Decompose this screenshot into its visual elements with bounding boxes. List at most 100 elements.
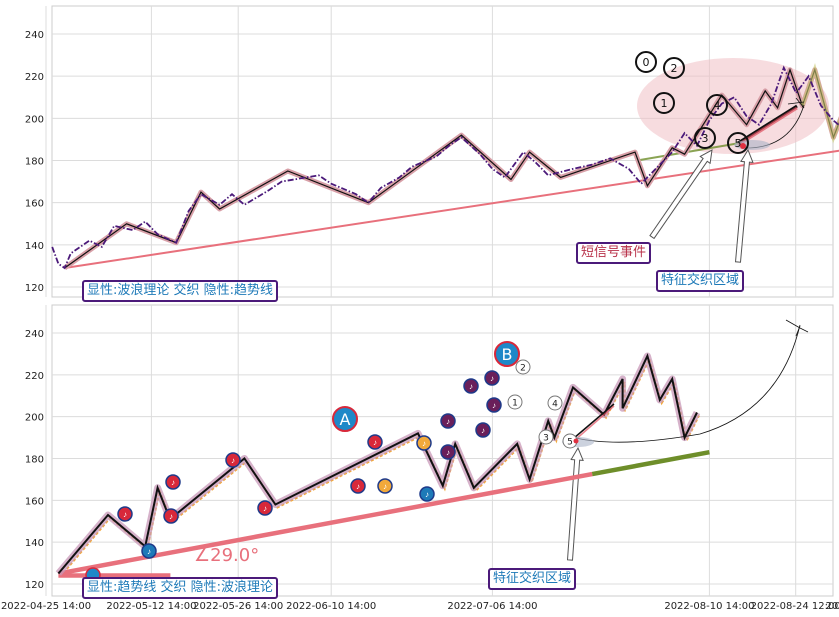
y-tick-label: 180 (25, 455, 44, 466)
wave-label-3: 3 (543, 434, 549, 444)
wave-label-2: 2 (671, 62, 678, 75)
wave-label-2: 2 (520, 364, 526, 374)
wave-point-marker (419, 486, 435, 502)
feature-zone-label-top: 特征交织区域 (656, 270, 745, 292)
x-tick-label: 2022-06-10 14:00 (286, 601, 376, 612)
wave-marker-2 (515, 359, 531, 375)
wave-point-marker (463, 378, 479, 394)
y-tick-label: 220 (25, 72, 44, 83)
x-tick-label: 2022-08-10 14:00 (664, 601, 754, 612)
wave-point-marker (165, 474, 181, 490)
wave-point-marker (377, 478, 393, 494)
note-glyph: ♪ (446, 448, 450, 457)
wave-marker-1 (653, 92, 675, 114)
wave-point-marker (486, 397, 502, 413)
feature-zone-label-bottom: 特征交织区域 (488, 568, 577, 590)
wave-point-marker (141, 543, 157, 559)
x-tick-label: 2022-05-12 14:00 (106, 601, 196, 612)
feature-zone-arrow-bottom (566, 446, 584, 561)
wave-marker-A (332, 406, 358, 432)
wave-point-marker (163, 508, 179, 524)
wave-point-marker (257, 500, 273, 516)
note-glyph: ♪ (492, 401, 496, 410)
y-tick-label: 200 (25, 413, 44, 424)
note-glyph: ♪ (263, 504, 267, 513)
wave-point-marker (117, 506, 133, 522)
wave-marker-5 (727, 132, 749, 154)
wave-point-marker (484, 370, 500, 386)
note-glyph: ♪ (469, 382, 473, 391)
y-tick-label: 240 (25, 329, 44, 340)
wave-label-A: A (340, 410, 351, 429)
wave-label-4: 4 (714, 99, 721, 112)
x-tick-label: 2022-05-26 14:00 (193, 601, 283, 612)
wave-marker-B (494, 341, 520, 367)
wave-marker-3 (538, 429, 554, 445)
feature-zone-arrow-top (734, 148, 754, 263)
wave-label-3: 3 (702, 132, 709, 145)
short-signal-arrow (649, 149, 713, 240)
y-tick-label: 120 (25, 283, 44, 294)
short-signal-arrow-shape (649, 149, 713, 240)
projection-tick-bottom (785, 319, 809, 337)
trend-line-bottom-green (591, 450, 710, 477)
bottom-legend-label: 显性:趋势线 交织 隐性:波浪理论 (82, 577, 279, 599)
wave-label-0: 0 (643, 56, 650, 69)
y-tick-label: 180 (25, 157, 44, 168)
projection-tick (787, 97, 805, 109)
trend-line-tail (639, 142, 741, 161)
x-tick-label: 2022-08-24 12:00 (751, 601, 839, 612)
note-glyph: ♪ (147, 547, 151, 556)
projection-band-bottom (574, 405, 615, 441)
wave-point-marker (440, 413, 456, 429)
note-glyph: ♪ (171, 478, 175, 487)
angle-label: ∠29.0° (194, 545, 259, 566)
y-tick-label: 240 (25, 30, 44, 41)
wave-point-marker (350, 478, 366, 494)
y-tick-label: 140 (25, 538, 44, 549)
end-dot (740, 143, 746, 149)
short-signal-label: 短信号事件 (576, 242, 652, 264)
y-tick-label: 220 (25, 371, 44, 382)
wave-label-4: 4 (552, 400, 558, 410)
note-glyph: ♪ (425, 490, 429, 499)
x-tick-label: 2022-09-05 14:00 (826, 601, 839, 612)
wave-label-5: 5 (567, 438, 573, 448)
wave-marker-3 (694, 127, 716, 149)
wave-marker-4 (547, 395, 563, 411)
top-legend-label: 显性:波浪理论 交织 隐性:趋势线 (82, 280, 279, 302)
wave-label-5: 5 (735, 137, 742, 150)
note-glyph: ♪ (446, 417, 450, 426)
y-tick-label: 200 (25, 114, 44, 125)
wave-label-1: 1 (661, 97, 668, 110)
y-tick-label: 160 (25, 496, 44, 507)
wave-marker-4 (706, 94, 728, 116)
note-glyph: ♪ (356, 482, 360, 491)
wave-label-1: 1 (512, 399, 518, 409)
wave-point-marker (440, 444, 456, 460)
price-line (51, 65, 839, 270)
x-tick-label: 2022-04-25 14:00 (1, 601, 91, 612)
note-glyph: ♪ (231, 456, 235, 465)
wave-marker-0 (635, 51, 657, 73)
wave-point-marker (475, 422, 491, 438)
y-tick-label: 140 (25, 241, 44, 252)
projection-arc-bottom (575, 324, 801, 443)
projection-line-bottom (573, 403, 615, 439)
wave-point-marker (225, 452, 241, 468)
x-tick-label: 2022-07-06 14:00 (447, 601, 537, 612)
wave-marker-2 (663, 57, 685, 79)
note-glyph: ♪ (373, 438, 377, 447)
wave-point-marker (367, 434, 383, 450)
note-glyph: ♪ (123, 510, 127, 519)
end-dot-bottom (573, 438, 579, 444)
note-glyph: ♪ (481, 426, 485, 435)
final-wave-band (800, 63, 839, 144)
projection-line (737, 104, 798, 145)
note-glyph: ♪ (490, 374, 494, 383)
wave-marker-1 (507, 394, 523, 410)
feature-zone-arrow-top-shape (734, 148, 754, 263)
note-glyph: ♪ (422, 439, 426, 448)
note-glyph: ♪ (169, 512, 173, 521)
